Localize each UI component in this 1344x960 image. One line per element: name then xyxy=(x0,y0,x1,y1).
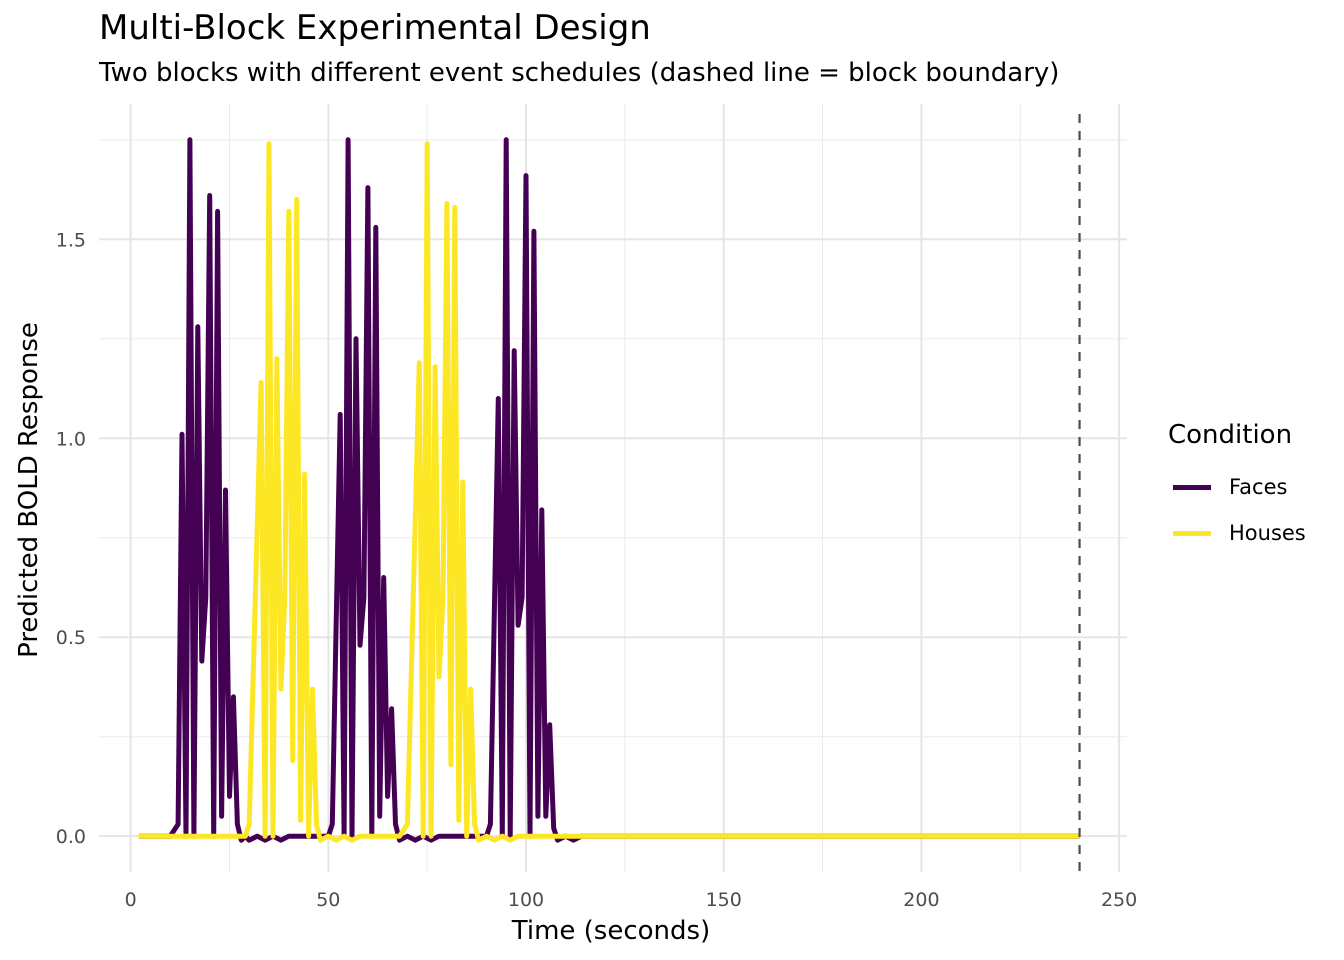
y-tick-label: 0.0 xyxy=(56,826,86,848)
chart-title: Multi-Block Experimental Design xyxy=(99,8,651,48)
legend-item-houses: Houses xyxy=(1168,510,1306,556)
x-tick-label: 50 xyxy=(316,889,340,911)
legend-key-faces xyxy=(1173,484,1211,490)
x-axis-title: Time (seconds) xyxy=(511,916,710,946)
legend-key-houses xyxy=(1173,530,1211,536)
legend-item-faces: Faces xyxy=(1168,464,1306,510)
x-tick-label: 150 xyxy=(706,889,742,911)
y-tick-label: 1.5 xyxy=(56,229,86,251)
y-tick-label: 1.0 xyxy=(56,428,86,450)
chart-subtitle: Two blocks with different event schedule… xyxy=(99,58,1060,88)
y-axis-title: Predicted BOLD Response xyxy=(14,322,44,658)
y-tick-label: 0.5 xyxy=(56,627,86,649)
x-tick-label: 250 xyxy=(1101,889,1137,911)
x-tick-label: 0 xyxy=(125,889,137,911)
x-axis-ticks: 0 50 100 150 200 250 xyxy=(125,889,1138,911)
x-tick-label: 200 xyxy=(903,889,939,911)
series-line-houses xyxy=(138,141,1080,843)
legend-label-faces: Faces xyxy=(1229,475,1288,499)
series-layer xyxy=(138,137,1080,843)
x-tick-label: 100 xyxy=(508,889,544,911)
series-line-faces xyxy=(138,137,1080,843)
legend: Condition Faces Houses xyxy=(1168,420,1306,556)
legend-label-houses: Houses xyxy=(1229,521,1306,545)
y-axis-ticks: 0.0 0.5 1.0 1.5 xyxy=(56,229,86,848)
legend-title: Condition xyxy=(1168,420,1293,450)
